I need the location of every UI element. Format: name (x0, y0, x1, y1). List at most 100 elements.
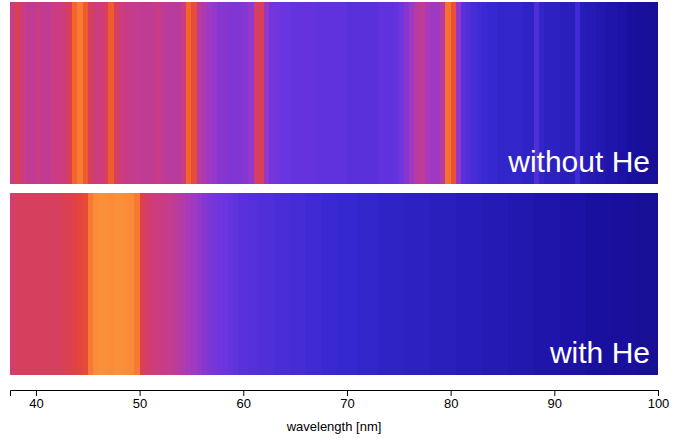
spectrum-cell (217, 193, 223, 375)
spectrum-cell (544, 193, 550, 375)
spectrum-cell (145, 2, 151, 184)
spectrum-cell (378, 2, 384, 184)
spectrum-cell (233, 2, 239, 184)
spectrum-cell (119, 193, 125, 375)
spectrum-cell (114, 193, 120, 375)
spectrum-cell (186, 193, 192, 375)
spectrum-cell (93, 2, 99, 184)
spectrum-cell (466, 193, 472, 375)
spectrum-cell (72, 2, 78, 184)
spectrum-cell (46, 2, 52, 184)
spectrum-cell (326, 193, 332, 375)
spectrum-cell (243, 2, 249, 184)
spectrum-cell (10, 193, 16, 375)
spectrum-cell (103, 193, 109, 375)
spectrum-cell (394, 193, 400, 375)
spectrum-cell (534, 193, 540, 375)
spectrum-cell (414, 2, 420, 184)
tick-mark (140, 390, 141, 396)
spectrum-cell (243, 193, 249, 375)
spectrum-cell (77, 193, 83, 375)
spectrum-cell (399, 193, 405, 375)
tick-mark (36, 390, 37, 396)
spectrum-cell (368, 2, 374, 184)
spectrum-cell (259, 2, 265, 184)
spectrum-cell (409, 193, 415, 375)
spectrum-cell (518, 193, 524, 375)
spectrum-cell (347, 193, 353, 375)
spectrum-cell (477, 2, 483, 184)
tick-label: 100 (648, 396, 670, 411)
spectrum-cell (15, 2, 21, 184)
spectrum-cell (264, 193, 270, 375)
spectrum-cell (57, 193, 63, 375)
spectrum-cell (378, 193, 384, 375)
spectrum-cell (394, 2, 400, 184)
spectrum-cell (171, 193, 177, 375)
spectrum-cell (238, 2, 244, 184)
spectrum-cell (140, 193, 146, 375)
tick-label: 80 (444, 396, 458, 411)
spectrum-cell (176, 2, 182, 184)
spectrum-cell (124, 2, 130, 184)
tick: 90 (548, 390, 562, 411)
spectrum-cell (62, 2, 68, 184)
spectrum-cell (404, 193, 410, 375)
spectrum-cell (223, 2, 229, 184)
spectrum-cell (254, 193, 260, 375)
tick-mark (658, 390, 659, 396)
spectrum-cell (461, 2, 467, 184)
spectrum-cell (409, 2, 415, 184)
spectrum-cell (145, 193, 151, 375)
spectrum-cell (15, 193, 21, 375)
spectrum-cell (295, 193, 301, 375)
tick: 100 (648, 390, 670, 411)
spectrum-cell (88, 193, 94, 375)
spectrum-cell (388, 193, 394, 375)
spectrum-cell (77, 2, 83, 184)
spectrum-cell (181, 2, 187, 184)
spectrum-cell (331, 193, 337, 375)
spectrum-cell (342, 2, 348, 184)
spectrum-cell (357, 2, 363, 184)
spectrum-cell (316, 193, 322, 375)
spectrum-cell (528, 193, 534, 375)
spectrum-cell (466, 2, 472, 184)
spectrum-cell (492, 193, 498, 375)
spectrum-cell (487, 193, 493, 375)
spectrum-cell (171, 2, 177, 184)
tick-label: 50 (133, 396, 147, 411)
spectrum-cell (285, 193, 291, 375)
spectrum-cell (523, 193, 529, 375)
spectrum-cell (191, 193, 197, 375)
spectrum-cell (430, 2, 436, 184)
spectrum-cell (36, 2, 42, 184)
spectrum-cell (264, 2, 270, 184)
spectrum-cell (477, 193, 483, 375)
spectrum-cell (83, 193, 89, 375)
spectrum-cell (233, 193, 239, 375)
spectrum-cell (492, 2, 498, 184)
spectrum-cell (98, 2, 104, 184)
spectrum-cell (383, 2, 389, 184)
spectrum-cell (285, 2, 291, 184)
spectrum-cell (420, 193, 426, 375)
panel-label: without He (507, 145, 650, 178)
spectrum-cell (181, 193, 187, 375)
spectrum-cell (420, 2, 426, 184)
spectrum-cell (513, 193, 519, 375)
spectrum-cell (497, 2, 503, 184)
spectrum-cell (26, 2, 32, 184)
spectrum-cell (269, 193, 275, 375)
spectrum-cell (98, 193, 104, 375)
spectrum-cell (160, 193, 166, 375)
spectrum-cell (202, 193, 208, 375)
spectrum-cell (83, 2, 89, 184)
spectrum-cell (46, 193, 52, 375)
spectrum-cell (425, 193, 431, 375)
spectrum-cell (72, 193, 78, 375)
spectrum-cell (108, 2, 114, 184)
spectrum-cell (202, 2, 208, 184)
spectrum-cell (388, 2, 394, 184)
spectrum-cell (445, 193, 451, 375)
